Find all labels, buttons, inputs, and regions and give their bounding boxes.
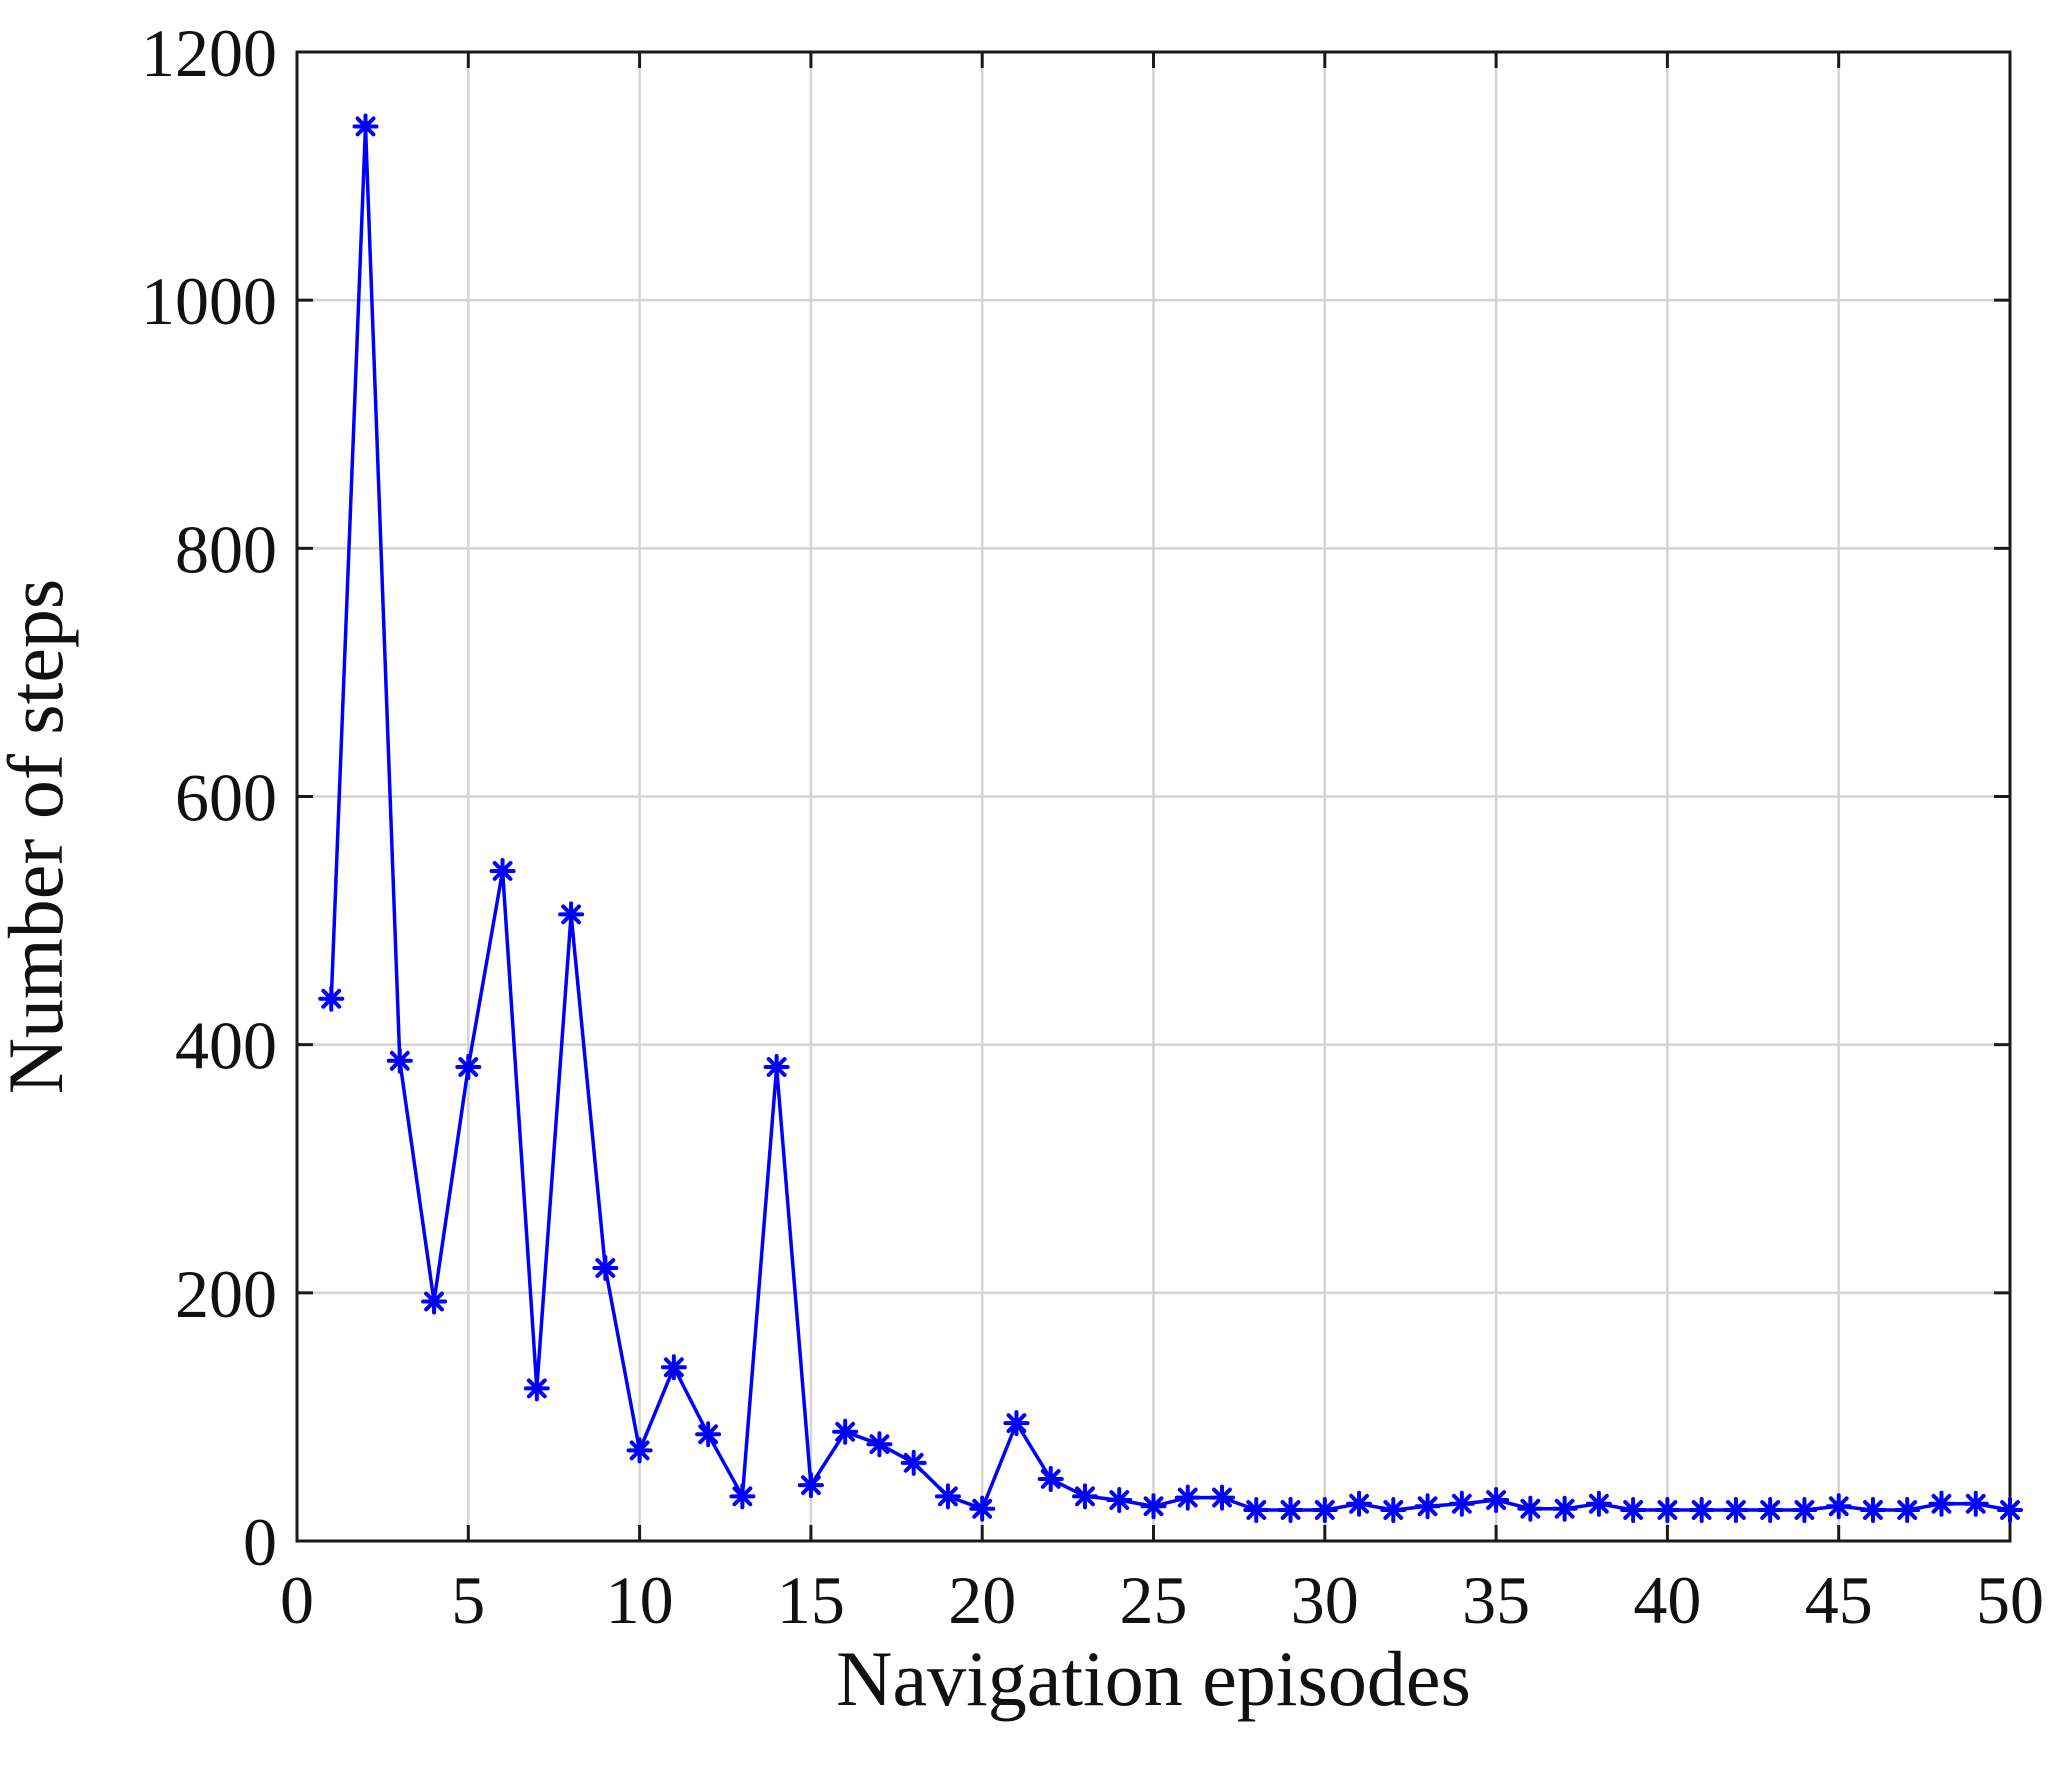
data-point (1825, 1493, 1852, 1520)
data-point (1791, 1496, 1818, 1523)
x-tick-label: 35 (1462, 1562, 1530, 1638)
x-tick-label: 20 (948, 1562, 1016, 1638)
data-point (1174, 1484, 1201, 1511)
data-point (523, 1375, 550, 1402)
x-axis-label: Navigation episodes (836, 1635, 1471, 1722)
x-tick-label: 40 (1633, 1562, 1701, 1638)
data-point (1140, 1493, 1167, 1520)
x-tick-label: 30 (1291, 1562, 1359, 1638)
data-point (1757, 1496, 1784, 1523)
x-tick-label: 45 (1805, 1562, 1873, 1638)
data-point (1380, 1496, 1407, 1523)
grid-lines (295, 50, 2012, 1543)
data-point (386, 1047, 413, 1074)
y-tick-label: 200 (175, 1256, 277, 1332)
data-point (1517, 1495, 1544, 1522)
data-point (1688, 1496, 1715, 1523)
data-point (1037, 1465, 1064, 1492)
series-line (329, 124, 2011, 1512)
data-point (1448, 1490, 1475, 1517)
y-tick-label: 1200 (141, 15, 277, 91)
data-point (1962, 1490, 1989, 1517)
data-point (1894, 1496, 1921, 1523)
tick-labels: 0 5 10 15 20 25 30 35 40 45 50 0 200 400 600 800 1000 120… (141, 15, 2044, 1638)
data-point (318, 985, 345, 1012)
data-point (558, 901, 585, 928)
data-point (1414, 1493, 1441, 1520)
data-point (455, 1054, 482, 1081)
y-tick-label: 400 (175, 1008, 277, 1084)
data-point (900, 1449, 927, 1476)
data-point (592, 1255, 619, 1282)
data-point (1071, 1483, 1098, 1510)
data-point (1551, 1495, 1578, 1522)
data-point (832, 1418, 859, 1445)
x-tick-label: 5 (451, 1562, 485, 1638)
data-point (660, 1354, 687, 1381)
data-point (866, 1431, 893, 1458)
data-point (1585, 1490, 1612, 1517)
x-tick-label: 15 (777, 1562, 845, 1638)
y-tick-label: 0 (243, 1504, 277, 1580)
data-point (1928, 1490, 1955, 1517)
axis-ticks (295, 50, 2012, 1543)
data-point (1620, 1496, 1647, 1523)
data-point (489, 857, 516, 884)
y-axis-label: Number of steps (0, 579, 79, 1095)
data-point (797, 1472, 824, 1499)
data-point (969, 1495, 996, 1522)
data-point (1003, 1410, 1030, 1437)
y-tick-label: 600 (175, 760, 277, 836)
data-point (1209, 1484, 1236, 1511)
data-point (1106, 1487, 1133, 1514)
data-point (934, 1483, 961, 1510)
data-point (1859, 1496, 1886, 1523)
data-point (695, 1421, 722, 1448)
data-point (763, 1054, 790, 1081)
x-tick-label: 25 (1120, 1562, 1188, 1638)
data-point (1654, 1496, 1681, 1523)
data-point (729, 1483, 756, 1510)
data-point (1346, 1490, 1373, 1517)
data-point (1722, 1496, 1749, 1523)
data-point (626, 1437, 653, 1464)
x-tick-label: 50 (1976, 1562, 2044, 1638)
data-point (1997, 1496, 2023, 1523)
data-point (1277, 1496, 1304, 1523)
data-point (1483, 1487, 1510, 1514)
series-group (318, 113, 2023, 1523)
x-tick-label: 0 (280, 1562, 314, 1638)
y-tick-label: 800 (175, 511, 277, 587)
x-tick-label: 10 (606, 1562, 674, 1638)
y-tick-label: 1000 (141, 263, 277, 339)
data-point (1311, 1496, 1338, 1523)
data-point (352, 113, 379, 140)
data-point (421, 1288, 448, 1315)
data-point (1243, 1496, 1270, 1523)
